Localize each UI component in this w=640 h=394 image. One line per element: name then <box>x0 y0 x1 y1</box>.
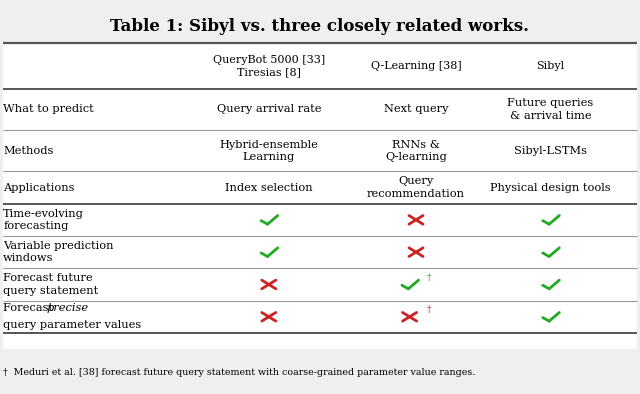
Text: Time-evolving
forecasting: Time-evolving forecasting <box>3 209 84 231</box>
Text: †  Meduri et al. [38] forecast future query statement with coarse-grained parame: † Meduri et al. [38] forecast future que… <box>3 368 476 377</box>
Text: Query arrival rate: Query arrival rate <box>216 104 321 114</box>
Text: QueryBot 5000 [33]
Tiresias [8]: QueryBot 5000 [33] Tiresias [8] <box>212 55 325 77</box>
Text: What to predict: What to predict <box>3 104 94 114</box>
Text: Forecast future
query statement: Forecast future query statement <box>3 273 99 296</box>
Text: Q-Learning [38]: Q-Learning [38] <box>371 61 461 71</box>
Text: Variable prediction
windows: Variable prediction windows <box>3 241 114 263</box>
Bar <box>3 43 637 349</box>
Text: precise: precise <box>47 303 89 313</box>
Text: Physical design tools: Physical design tools <box>490 182 611 193</box>
Text: Forecast: Forecast <box>3 303 57 313</box>
Text: †: † <box>427 305 431 314</box>
Text: Sibyl: Sibyl <box>536 61 564 71</box>
Text: Hybrid-ensemble
Learning: Hybrid-ensemble Learning <box>220 139 318 162</box>
Text: Applications: Applications <box>3 182 75 193</box>
Text: Query
recommendation: Query recommendation <box>367 177 465 199</box>
Text: †: † <box>427 273 431 282</box>
Text: Methods: Methods <box>3 146 54 156</box>
Text: query parameter values: query parameter values <box>3 320 141 331</box>
Text: Index selection: Index selection <box>225 182 312 193</box>
Text: RNNs &
Q-learning: RNNs & Q-learning <box>385 139 447 162</box>
Text: Sibyl-LSTMs: Sibyl-LSTMs <box>514 146 587 156</box>
Text: Table 1: Sibyl vs. three closely related works.: Table 1: Sibyl vs. three closely related… <box>111 18 529 35</box>
Text: Future queries
& arrival time: Future queries & arrival time <box>508 98 593 121</box>
Text: Next query: Next query <box>384 104 448 114</box>
